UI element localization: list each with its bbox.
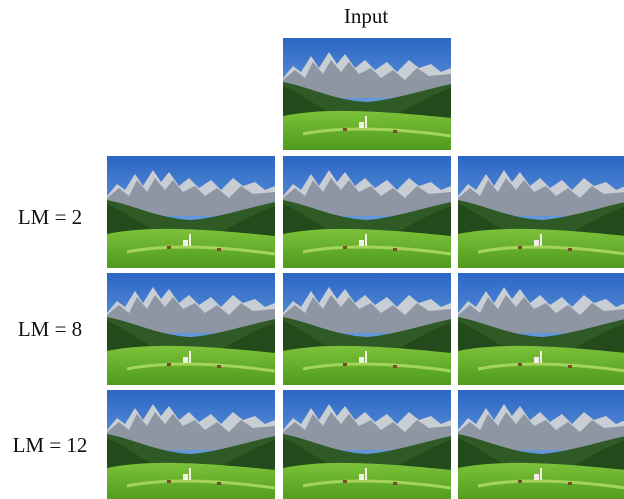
result-image bbox=[458, 390, 624, 499]
row-label: LM = 8 bbox=[18, 317, 82, 341]
result-image bbox=[283, 390, 451, 499]
result-image bbox=[107, 390, 275, 499]
result-image bbox=[283, 156, 451, 268]
row-label: LM = 2 bbox=[18, 205, 82, 229]
page: Input LM = 2 LM = 8 LM = 12 (() => { con… bbox=[0, 0, 624, 499]
result-image bbox=[107, 273, 275, 385]
input-image bbox=[283, 38, 451, 150]
input-title: Input bbox=[344, 4, 388, 28]
result-image bbox=[458, 156, 624, 268]
result-image bbox=[107, 156, 275, 268]
figure: Input LM = 2 LM = 8 LM = 12 bbox=[0, 0, 624, 499]
row-label: LM = 12 bbox=[13, 433, 88, 457]
result-image bbox=[283, 273, 451, 385]
result-image bbox=[458, 273, 624, 385]
